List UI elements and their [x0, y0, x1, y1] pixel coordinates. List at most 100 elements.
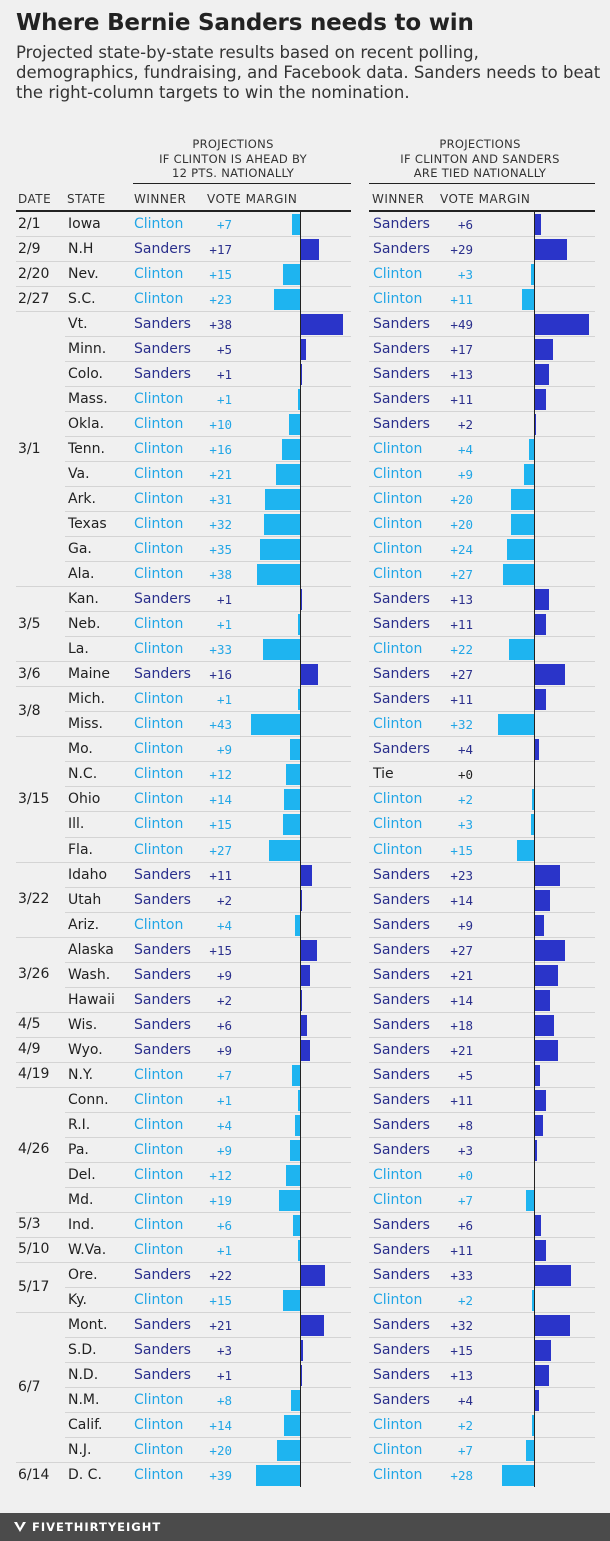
right-margin-label: +22 — [450, 642, 473, 658]
left-margin-bar — [264, 489, 300, 511]
right-margin-bar — [517, 839, 534, 861]
right-winner: Sanders — [373, 1266, 430, 1283]
row-separator — [65, 711, 351, 713]
row-separator — [16, 861, 351, 863]
state-label: Maine — [68, 666, 111, 683]
right-winner: Sanders — [373, 691, 430, 708]
left-winner: Clinton — [134, 1091, 184, 1108]
left-margin-bar — [277, 1439, 300, 1461]
right-winner: Sanders — [373, 241, 430, 258]
right-winner: Sanders — [373, 391, 430, 408]
right-winner: Clinton — [373, 841, 423, 858]
row-separator — [369, 986, 595, 988]
date-label: 5/17 — [18, 1278, 50, 1295]
date-label: 4/26 — [18, 1141, 50, 1158]
left-margin-label: +9 — [216, 1042, 232, 1058]
state-label: Neb. — [68, 616, 101, 633]
state-label: Ariz. — [68, 916, 100, 933]
left-winner: Clinton — [134, 1116, 184, 1133]
date-label: 3/22 — [18, 891, 50, 908]
right-winner: Sanders — [373, 1316, 430, 1333]
left-margin-label: +9 — [216, 1142, 232, 1158]
left-margin-bar — [300, 314, 343, 336]
state-label: Ark. — [68, 491, 96, 508]
left-winner: Clinton — [134, 391, 184, 408]
left-winner: Clinton — [134, 291, 184, 308]
row-separator — [65, 1361, 351, 1363]
right-margin-label: +0 — [457, 767, 473, 783]
row-separator — [16, 586, 351, 588]
left-margin-label: +20 — [209, 1442, 232, 1458]
date-column-label: DATE — [18, 192, 52, 206]
right-margin-bar — [509, 639, 534, 661]
row-separator — [369, 811, 595, 813]
left-margin-label: +21 — [209, 1317, 232, 1333]
left-winner: Clinton — [134, 541, 184, 558]
row-separator — [369, 686, 595, 688]
right-header-rule — [369, 183, 595, 184]
row-separator — [369, 1211, 595, 1213]
right-winner: Sanders — [373, 1241, 430, 1258]
left-margin-label: +1 — [216, 1367, 232, 1383]
right-margin-label: +32 — [450, 717, 473, 733]
right-margin-label: +11 — [450, 692, 473, 708]
right-margin-label: +2 — [457, 417, 473, 433]
row-separator — [369, 411, 595, 413]
left-margin-label: +7 — [216, 217, 232, 232]
row-separator — [16, 736, 351, 738]
row-separator — [369, 261, 595, 263]
right-margin-bar — [503, 564, 534, 586]
row-separator — [65, 636, 351, 638]
row-separator — [369, 1462, 595, 1463]
left-margin-label: +11 — [209, 867, 232, 883]
row-separator — [369, 611, 595, 613]
right-winner: Clinton — [373, 516, 423, 533]
left-margin-bar — [300, 889, 303, 911]
left-margin-label: +2 — [216, 992, 232, 1008]
right-header-line-2: IF CLINTON AND SANDERS — [400, 151, 560, 166]
left-margin-bar — [300, 239, 320, 261]
left-margin-label: +1 — [216, 1092, 232, 1108]
date-label: 3/5 — [18, 615, 41, 632]
right-margin-label: +27 — [450, 667, 473, 683]
left-margin-bar — [289, 1139, 300, 1161]
row-separator — [65, 361, 351, 363]
right-margin-bar — [511, 489, 534, 511]
date-label: 3/26 — [18, 966, 50, 983]
left-margin-bar — [300, 1014, 307, 1036]
right-margin-bar — [534, 1114, 544, 1136]
right-margin-bar — [531, 1289, 534, 1311]
right-margin-label: +5 — [457, 1067, 473, 1083]
left-margin-label: +33 — [209, 642, 232, 658]
right-margin-bar — [534, 1389, 539, 1411]
left-margin-bar — [298, 614, 300, 636]
left-margin-label: +31 — [209, 492, 232, 508]
left-margin-label: +1 — [216, 617, 232, 633]
left-margin-label: +6 — [216, 1017, 232, 1033]
row-separator — [16, 311, 351, 313]
footer-bar: FIVETHIRTYEIGHT — [0, 1513, 610, 1541]
row-separator — [369, 711, 595, 713]
date-label: 6/7 — [18, 1378, 41, 1395]
row-separator — [369, 736, 595, 738]
right-margin-bar — [534, 914, 545, 936]
left-margin-column-label: VOTE MARGIN — [207, 192, 298, 206]
left-winner: Sanders — [134, 1366, 191, 1383]
right-winner: Clinton — [373, 816, 423, 833]
right-winner: Tie — [373, 766, 394, 783]
date-label: 3/1 — [18, 440, 41, 457]
right-header-line-1: PROJECTIONS — [439, 137, 521, 151]
row-separator — [65, 761, 351, 763]
right-margin-label: +27 — [450, 942, 473, 958]
left-winner: Clinton — [134, 416, 184, 433]
left-winner: Sanders — [134, 591, 191, 608]
right-margin-label: +13 — [450, 592, 473, 608]
right-winner: Sanders — [373, 1366, 430, 1383]
left-winner: Clinton — [134, 816, 184, 833]
row-separator — [65, 1386, 351, 1388]
state-label: Md. — [68, 1191, 94, 1208]
state-label: Vt. — [68, 316, 88, 333]
row-separator — [16, 1036, 351, 1038]
right-winner: Clinton — [373, 1166, 423, 1183]
left-margin-bar — [284, 789, 300, 811]
